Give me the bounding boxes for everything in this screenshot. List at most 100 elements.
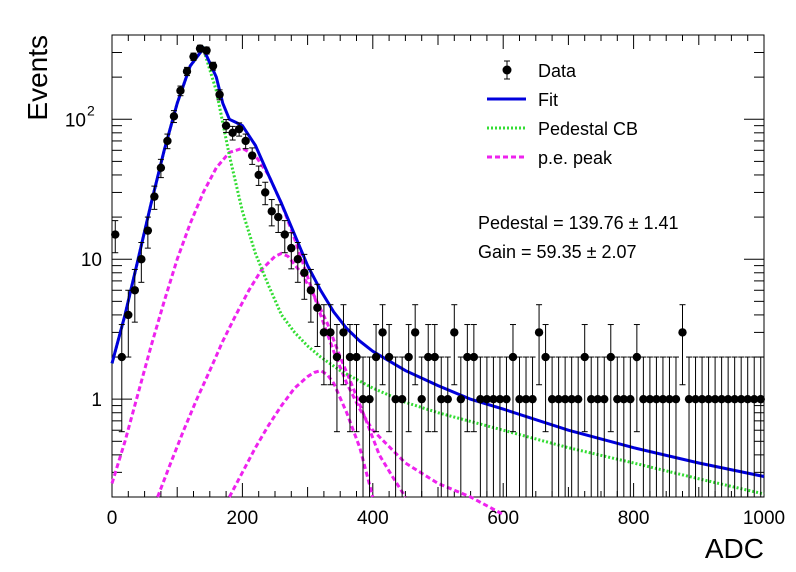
fit-param-name: Gain <box>478 242 516 262</box>
data-marker <box>521 394 531 404</box>
data-point <box>202 46 211 55</box>
data-point <box>587 356 596 497</box>
data-point <box>600 356 609 497</box>
data-point <box>723 356 733 497</box>
data-point <box>684 356 694 497</box>
data-marker <box>241 136 250 146</box>
data-marker <box>710 394 720 404</box>
data-point <box>234 122 244 137</box>
data-point <box>750 356 759 497</box>
data-point <box>743 356 752 497</box>
data-marker <box>137 255 146 264</box>
data-marker <box>528 394 537 404</box>
data-point <box>247 147 257 165</box>
data-marker <box>163 136 172 146</box>
data-point <box>130 268 140 323</box>
data-marker <box>463 352 472 362</box>
fit-param-error: 2.07 <box>601 242 636 262</box>
data-marker <box>358 394 368 404</box>
series-fit <box>110 45 765 478</box>
legend-label: Fit <box>538 90 558 110</box>
data-point <box>495 356 505 497</box>
data-point <box>697 356 707 497</box>
data-marker <box>378 328 387 337</box>
data-point <box>137 242 146 283</box>
data-marker <box>717 394 726 404</box>
data-point <box>541 324 550 433</box>
plus-minus-sign: ± <box>624 213 644 233</box>
data-marker <box>678 328 687 337</box>
data-point <box>515 356 524 497</box>
data-marker <box>313 303 322 312</box>
data-point <box>717 356 726 497</box>
legend-entry: p.e. peak <box>487 148 613 168</box>
data-marker <box>626 394 635 404</box>
data-point <box>319 304 329 386</box>
data-marker <box>117 352 126 362</box>
data-marker <box>671 394 681 404</box>
y-axis-label: Events <box>22 35 53 121</box>
data-marker <box>639 394 648 404</box>
fit-param-name: Pedestal <box>478 213 548 233</box>
data-marker <box>743 394 752 404</box>
data-point <box>710 356 720 497</box>
data-marker <box>547 394 557 404</box>
data-point <box>424 324 433 433</box>
data-point <box>404 324 413 433</box>
series-p-e-peak-1 <box>110 146 504 516</box>
y-tick-base: 1 <box>91 390 102 411</box>
data-marker <box>345 352 355 362</box>
data-marker <box>280 230 289 239</box>
data-marker <box>567 394 576 404</box>
data-marker <box>515 394 524 404</box>
data-marker <box>287 243 296 253</box>
data-point <box>606 324 615 433</box>
data-point <box>691 356 700 497</box>
data-marker <box>189 52 198 61</box>
fit-result: Pedestal = 139.76 ± 1.41 <box>478 213 679 233</box>
data-point <box>521 356 531 497</box>
data-marker <box>554 394 563 404</box>
data-marker <box>111 230 120 239</box>
data-marker <box>410 328 420 337</box>
data-point <box>534 304 544 386</box>
data-point <box>365 356 374 497</box>
data-marker <box>593 394 602 404</box>
y-tick-base: 10 <box>81 250 102 271</box>
data-marker <box>332 352 342 362</box>
fit-annotations: Pedestal = 139.76 ± 1.41 Gain = 59.35 ± 2… <box>478 213 679 262</box>
fit-param-value: 139.76 <box>569 213 624 233</box>
data-point <box>111 220 120 254</box>
data-marker <box>750 394 759 404</box>
data-point <box>150 185 159 210</box>
data-point <box>417 356 426 497</box>
data-point <box>756 356 765 497</box>
legend-entry: Data <box>502 60 577 81</box>
y-tick-label: 10 <box>81 250 102 271</box>
data-point <box>443 356 452 497</box>
data-marker <box>247 151 257 160</box>
data-point <box>626 356 635 497</box>
data-point <box>339 304 348 386</box>
data-point <box>665 356 674 497</box>
data-point <box>117 324 126 433</box>
series-pedestal-cb <box>110 45 765 496</box>
data-point <box>169 110 179 124</box>
data-marker <box>202 46 211 55</box>
data-point <box>489 356 498 497</box>
data-marker <box>182 67 192 76</box>
data-point <box>450 304 459 386</box>
data-marker <box>443 394 452 404</box>
data-point <box>456 356 466 497</box>
fit-param-error: 1.41 <box>644 213 679 233</box>
y-tick-label: 10 <box>65 110 86 131</box>
data-point <box>261 181 270 206</box>
data-point <box>560 356 570 497</box>
data-marker <box>573 394 583 404</box>
data-point <box>280 220 289 254</box>
data-marker <box>600 394 609 404</box>
data-point <box>645 356 655 497</box>
data-point <box>143 216 153 249</box>
data-point <box>573 356 583 497</box>
data-point <box>241 133 250 150</box>
